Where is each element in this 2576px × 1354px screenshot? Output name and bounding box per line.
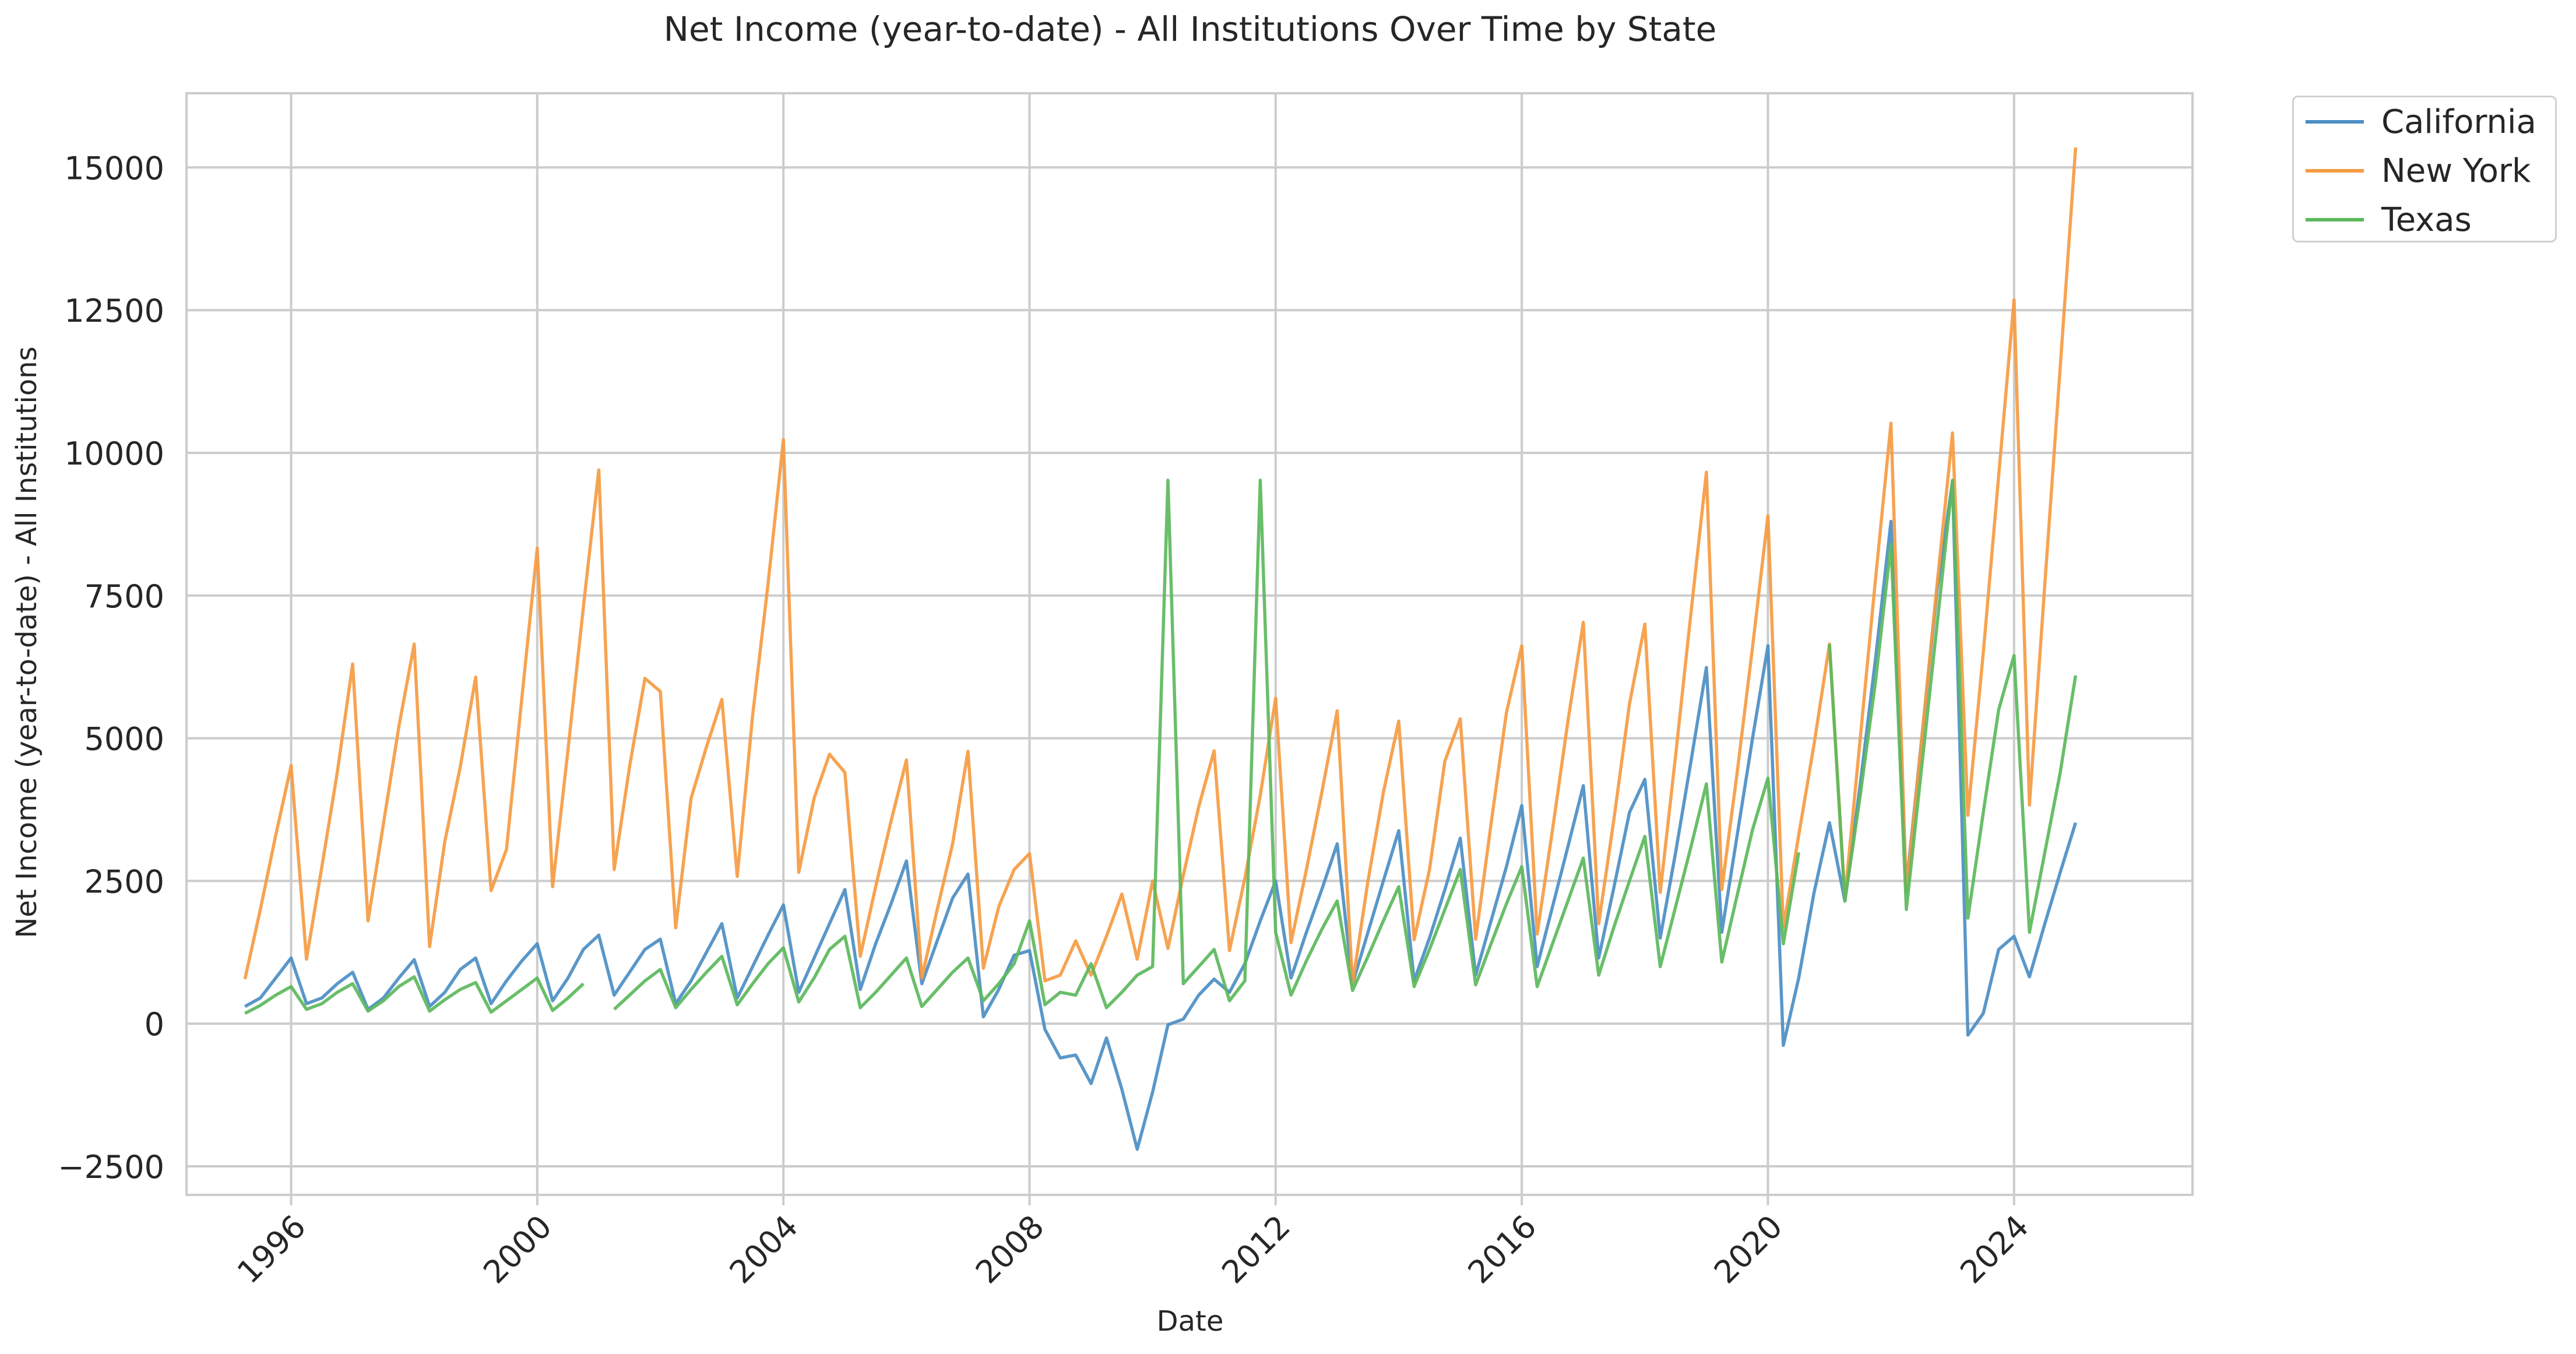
y-tick-label: 10000 xyxy=(64,435,164,472)
x-axis-label: Date xyxy=(1157,1305,1224,1338)
legend-swatch-california xyxy=(2306,120,2364,124)
legend-item-california: California xyxy=(2306,97,2536,146)
chart-title: Net Income (year-to-date) - All Institut… xyxy=(664,9,1717,49)
legend-item-texas: Texas xyxy=(2306,195,2472,244)
y-tick-label: 0 xyxy=(145,1006,164,1043)
y-tick-label: −2500 xyxy=(58,1149,164,1186)
series-line-texas xyxy=(244,479,2078,1015)
legend-item-new-york: New York xyxy=(2306,146,2531,195)
legend-swatch-new-york xyxy=(2306,169,2364,173)
y-tick-label: 2500 xyxy=(85,863,164,900)
grid xyxy=(186,93,2193,1195)
y-axis-label: Net Income (year-to-date) - All Institut… xyxy=(10,346,43,938)
series-line-new-york xyxy=(243,147,2078,986)
legend-label-california: California xyxy=(2381,103,2536,141)
legend-label-texas: Texas xyxy=(2381,201,2472,239)
y-tick-label: 5000 xyxy=(85,721,164,758)
series-line-california xyxy=(244,480,2078,1151)
y-tick-label: 7500 xyxy=(85,578,164,615)
y-tick-label: 15000 xyxy=(64,150,164,187)
plot-area-frame xyxy=(185,92,2194,1196)
y-axis-ticks: −2500 0 2500 5000 7500 10000 12500 15000 xyxy=(58,150,164,1186)
series-lines xyxy=(243,147,2078,1151)
legend-swatch-texas xyxy=(2306,218,2364,221)
legend: California New York Texas xyxy=(2292,96,2557,242)
legend-label-new-york: New York xyxy=(2381,152,2531,190)
y-tick-label: 12500 xyxy=(64,293,164,329)
